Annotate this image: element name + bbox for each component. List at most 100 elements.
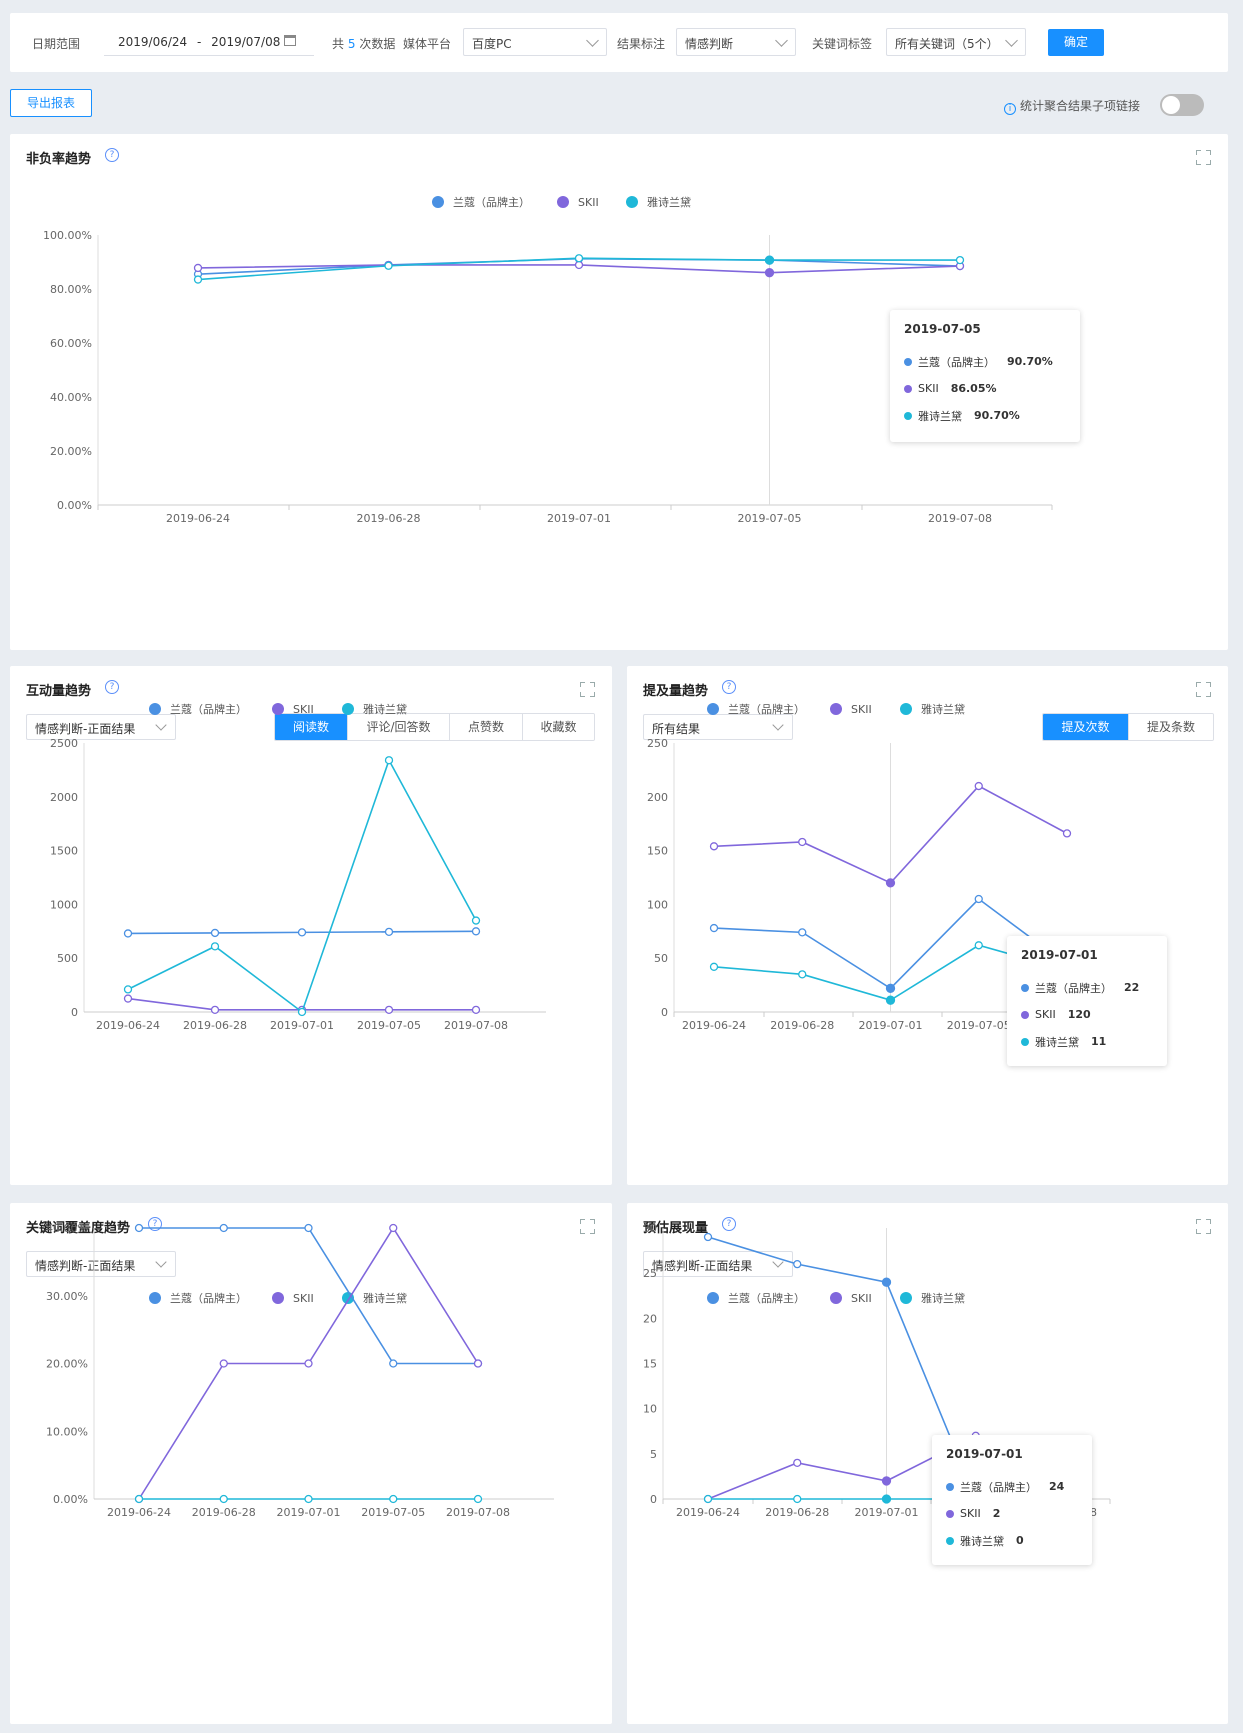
- x-tick-label: 2019-07-05: [947, 1019, 1011, 1032]
- x-tick-label: 2019-07-01: [277, 1506, 341, 1519]
- chevron-down-icon: [775, 34, 788, 47]
- result-filter-select[interactable]: 情感判断-正面结果: [26, 1251, 176, 1277]
- coverage-chart: 兰蔻（品牌主） SKII 雅诗兰黛 0.00% 10.00% 20.00% 30.00% 40…: [46, 1222, 554, 1519]
- data-point: [210, 1005, 220, 1014]
- select-value: 情感判断-正面结果: [652, 1259, 753, 1273]
- stat-link-toggle[interactable]: [1160, 94, 1204, 116]
- help-icon[interactable]: ?: [722, 680, 736, 694]
- expand-icon[interactable]: [580, 682, 595, 697]
- tab-favorite-count[interactable]: 收藏数: [522, 714, 594, 740]
- plot-area: 0.00% 20.00% 40.00% 60.00% 80.00% 100.00% 2019…: [43, 229, 1053, 525]
- metric-tabs: 阅读数 评论/回答数 点赞数 收藏数: [274, 713, 595, 741]
- data-point: [123, 929, 133, 938]
- data-point: [389, 1223, 398, 1233]
- y-tick-label: 30: [643, 1222, 657, 1235]
- tooltip-series: SKII: [918, 382, 939, 395]
- panel-title: 提及量趋势: [643, 684, 709, 699]
- date-start: 2019/06/24: [118, 35, 188, 49]
- keyword-select[interactable]: 所有关键词（5个）: [886, 28, 1026, 56]
- date-range-picker[interactable]: 2019/06/24 - 2019/07/08: [104, 28, 314, 56]
- x-tick-label: 2019-06-24: [107, 1506, 171, 1519]
- help-icon[interactable]: ?: [148, 1217, 162, 1231]
- y-tick-label: 150: [647, 845, 668, 858]
- help-icon[interactable]: ?: [722, 1217, 736, 1231]
- expand-icon[interactable]: [580, 1219, 595, 1234]
- legend-marker: [830, 703, 842, 715]
- data-point: [384, 1005, 394, 1014]
- legend-marker: [626, 196, 638, 208]
- tab-mention-times[interactable]: 提及次数: [1043, 714, 1128, 740]
- data-point: [134, 1494, 144, 1504]
- data-point: [473, 1359, 483, 1368]
- result-filter-select[interactable]: 情感判断-正面结果: [26, 714, 176, 740]
- result-filter-select[interactable]: 情感判断-正面结果: [643, 1251, 793, 1277]
- keyword-value: 所有关键词（5个）: [895, 37, 999, 51]
- chart-tooltip: 2019-07-01 兰蔻（品牌主） 22 SKII 120 雅诗兰黛 11: [1007, 936, 1167, 1066]
- data-point: [885, 878, 896, 888]
- data-point: [703, 1232, 713, 1242]
- legend-label: 雅诗兰黛: [921, 1291, 965, 1305]
- tooltip-series: 雅诗兰黛: [1035, 1035, 1079, 1049]
- select-value: 情感判断-正面结果: [35, 722, 136, 736]
- calendar-icon[interactable]: [284, 35, 296, 46]
- help-icon[interactable]: ?: [105, 148, 119, 162]
- legend-label: 雅诗兰黛: [647, 195, 691, 209]
- y-tick-label: 10.00%: [46, 1425, 88, 1438]
- y-tick-label: 50: [654, 952, 668, 965]
- chart-tooltip: 2019-07-05 兰蔻（品牌主） 90.70% SKII 86.05% 雅诗兰黛…: [890, 310, 1080, 442]
- legend-marker: [707, 703, 719, 715]
- date-end: 2019/07/08: [211, 35, 281, 49]
- data-point: [193, 275, 203, 284]
- y-tick-label: 0: [71, 1006, 78, 1019]
- x-tick-label: 2019-07-01: [859, 1019, 923, 1032]
- panel-title: 非负率趋势: [26, 152, 92, 167]
- confirm-button[interactable]: 确定: [1048, 29, 1104, 56]
- data-point: [881, 1494, 892, 1504]
- data-point: [974, 894, 983, 904]
- select-value: 情感判断-正面结果: [35, 1259, 136, 1273]
- y-tick-label: 0: [661, 1006, 668, 1019]
- data-point: [297, 928, 307, 937]
- tooltip-series: SKII: [960, 1507, 981, 1520]
- expand-icon[interactable]: [1196, 150, 1211, 165]
- legend-label: 兰蔻（品牌主）: [453, 195, 530, 209]
- y-tick-label: 100: [647, 898, 668, 911]
- y-tick-label: 60.00%: [50, 337, 92, 350]
- legend-label: 雅诗兰黛: [363, 702, 407, 716]
- tab-comment-count[interactable]: 评论/回答数: [347, 714, 449, 740]
- y-tick-label: 500: [57, 952, 78, 965]
- legend-marker: [272, 1292, 284, 1304]
- platform-select[interactable]: 百度PC: [463, 28, 607, 56]
- x-tick-label: 2019-07-08: [446, 1506, 510, 1519]
- expand-icon[interactable]: [1196, 1219, 1211, 1234]
- data-point: [793, 1458, 802, 1468]
- count-prefix: 共: [332, 37, 345, 51]
- tooltip-value: 120: [1067, 1008, 1091, 1021]
- legend-marker: [342, 703, 354, 715]
- data-point: [885, 983, 896, 993]
- x-tick-label: 2019-06-24: [682, 1019, 746, 1032]
- mention-panel: 提及量趋势 ? 所有结果 提及次数 提及条数 兰蔻（品牌主） SKII 雅诗兰黛 0 5…: [627, 666, 1228, 1185]
- help-icon[interactable]: ?: [105, 680, 119, 694]
- y-tick-label: 0.00%: [53, 1493, 88, 1506]
- export-report-button[interactable]: 导出报表: [10, 89, 92, 117]
- data-point: [798, 970, 807, 979]
- expand-icon[interactable]: [1196, 682, 1211, 697]
- result-select[interactable]: 情感判断: [676, 28, 796, 56]
- legend-marker: [432, 196, 444, 208]
- metric-tabs: 提及次数 提及条数: [1042, 713, 1214, 741]
- y-tick-label: 15: [643, 1358, 657, 1371]
- tab-mention-items[interactable]: 提及条数: [1128, 714, 1213, 740]
- legend-dot: [1021, 983, 1029, 992]
- tab-read-count[interactable]: 阅读数: [275, 714, 347, 740]
- data-point: [974, 941, 983, 950]
- y-tick-label: 5: [650, 1448, 657, 1461]
- legend-label: 雅诗兰黛: [921, 702, 965, 716]
- y-tick-label: 250: [647, 737, 668, 750]
- tab-like-count[interactable]: 点赞数: [449, 714, 522, 740]
- data-point: [471, 1005, 481, 1014]
- data-point: [304, 1494, 313, 1504]
- y-tick-label: 40.00%: [50, 391, 92, 404]
- data-point: [574, 260, 584, 270]
- result-filter-select[interactable]: 所有结果: [643, 714, 793, 740]
